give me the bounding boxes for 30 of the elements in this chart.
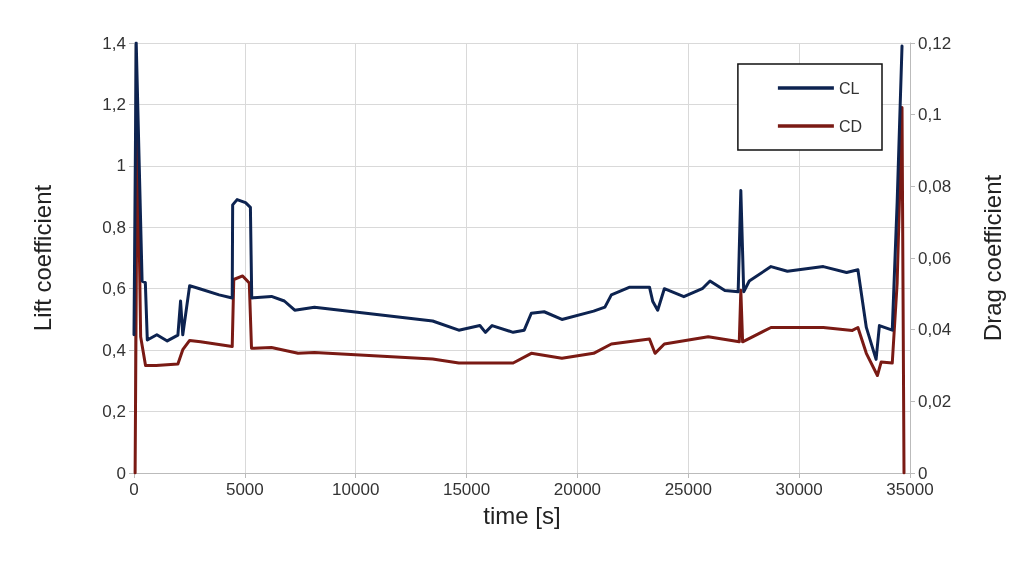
x-tick-label: 0 [129, 480, 139, 499]
legend-label: CL [838, 79, 860, 97]
x-tick-label: 5000 [225, 480, 264, 499]
y-axis-title: Lift coefficient [28, 184, 56, 332]
line-series [133, 106, 906, 475]
y-tick-label: 0,8 [102, 217, 126, 237]
y2-tick-label: 0,1 [918, 105, 942, 125]
y-tick-label: 0,4 [102, 340, 126, 360]
x-tick-label: 20000 [553, 480, 602, 499]
y-tick-label: 1 [116, 156, 126, 176]
y2-tick-label: 0,04 [918, 320, 952, 340]
x-tick-label: 30000 [775, 480, 823, 499]
x-tick-label: 15000 [442, 480, 491, 499]
y-tick-label: 1,4 [102, 33, 126, 53]
y-tick-label: 0 [116, 463, 126, 483]
y-tick-label: 0,6 [102, 279, 126, 299]
y-tick-label: 0,2 [102, 402, 126, 422]
y2-tick-label: 0,12 [918, 33, 952, 53]
y2-tick-label: 0 [918, 463, 928, 483]
x-tick-label: 10000 [332, 480, 380, 499]
line-series [132, 41, 904, 361]
x-tick-label: 35000 [886, 480, 934, 499]
y2-axis-title: Drag coefficient [978, 174, 1006, 342]
x-axis-title: time [s] [483, 501, 561, 529]
y2-tick-label: 0,02 [918, 391, 952, 411]
x-tick-label: 25000 [664, 480, 712, 499]
y2-tick-label: 0,06 [918, 248, 952, 268]
y-tick-label: 1,2 [102, 94, 126, 114]
y2-tick-label: 0,08 [918, 176, 952, 196]
legend-label: CD [838, 117, 862, 135]
